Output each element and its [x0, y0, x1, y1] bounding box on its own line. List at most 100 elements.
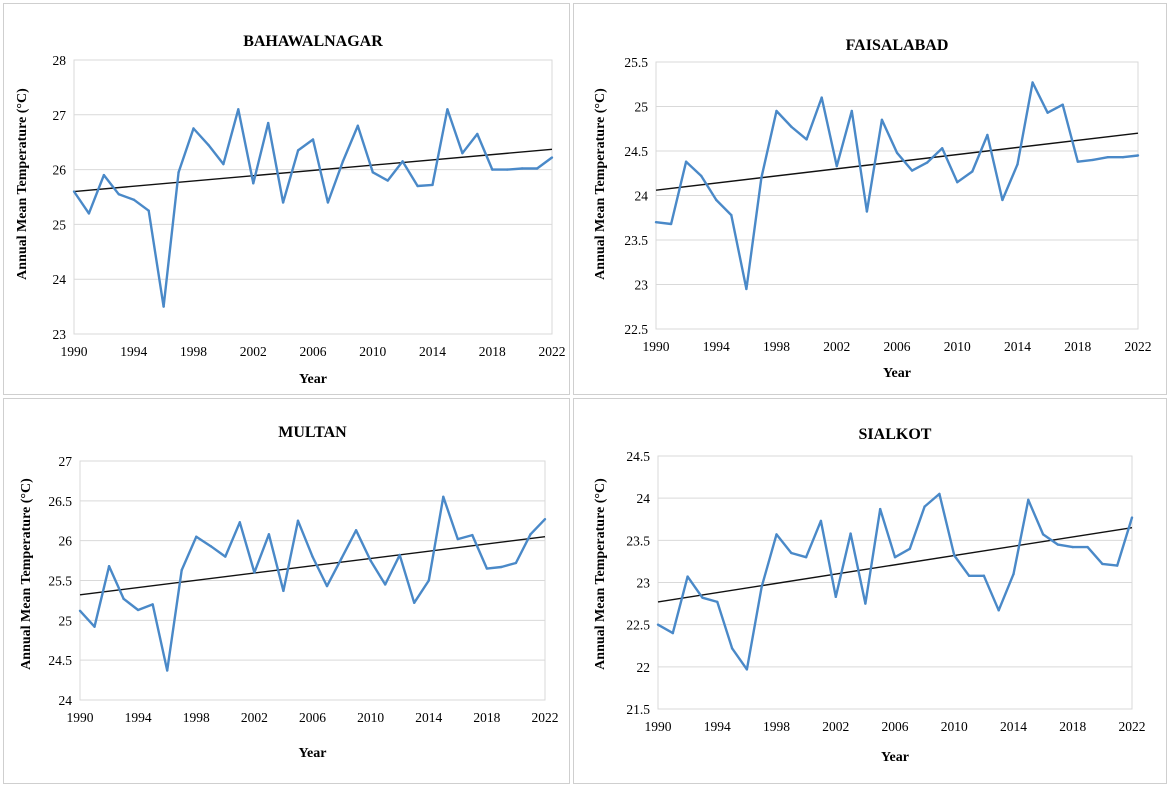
data-point	[982, 574, 986, 577]
data-point	[880, 118, 884, 122]
x-tick-label: 2002	[240, 344, 267, 359]
data-point	[701, 596, 704, 599]
data-point	[849, 532, 852, 535]
plot-area	[73, 59, 553, 335]
x-tick-label: 2006	[882, 719, 909, 734]
data-point	[686, 575, 689, 578]
y-tick-label: 24	[53, 272, 67, 287]
data-point	[147, 209, 150, 212]
x-tick-label: 2010	[359, 344, 386, 359]
data-point	[1086, 545, 1089, 549]
chart-svg: BAHAWALNAGAR 23 24 25 26 27 28 1990 1994 1998 2002…	[15, 33, 566, 387]
x-tick-label: 2022	[539, 344, 566, 359]
data-point	[940, 147, 944, 150]
x-axis-title: Year	[299, 372, 327, 387]
data-point	[1056, 543, 1060, 546]
chart-panel-multan: MULTAN 24 24.5 25 25.5 26 26.5 27 1990 1994 1998 20…	[3, 398, 570, 784]
y-tick-label: 24.5	[48, 653, 72, 668]
plot-area	[657, 455, 1133, 710]
data-point	[416, 184, 419, 188]
data-point	[956, 180, 959, 184]
data-point	[908, 547, 912, 550]
y-tick-label: 22.5	[624, 322, 648, 337]
data-point	[93, 625, 96, 628]
data-point	[1091, 158, 1095, 162]
y-axis-title: Annual Mean Temperature (°C)	[15, 88, 30, 280]
y-tick-label: 23	[637, 576, 651, 591]
data-point	[1027, 498, 1030, 502]
y-axis-title: Annual Mean Temperature (°C)	[19, 478, 34, 670]
chart-svg: FAISALABAD 22.5 23 23.5 24 24.5 25 25.5 1990 1994…	[593, 37, 1152, 381]
data-point	[671, 631, 675, 635]
trendline	[655, 132, 1139, 191]
data-point	[132, 198, 135, 201]
data-point	[386, 179, 389, 182]
x-tick-label: 2002	[822, 719, 849, 734]
data-point	[325, 584, 329, 588]
data-point	[716, 600, 719, 604]
data-point	[893, 556, 897, 559]
y-tick-label: 25	[635, 100, 649, 115]
plot-area	[79, 460, 546, 701]
data-point	[476, 132, 479, 136]
data-point	[180, 568, 183, 572]
x-tick-label: 2006	[300, 344, 327, 359]
data-point	[500, 565, 503, 569]
data-point	[87, 212, 91, 215]
y-tick-label: 24.5	[624, 144, 648, 159]
data-point	[485, 567, 489, 570]
data-point	[535, 167, 539, 170]
data-point	[326, 201, 330, 204]
data-point	[1046, 111, 1049, 114]
x-tick-label: 1990	[67, 710, 94, 725]
data-point	[730, 647, 734, 650]
data-point	[938, 492, 941, 496]
data-point	[1106, 156, 1110, 159]
data-point	[550, 156, 554, 159]
data-point	[1001, 198, 1004, 202]
data-point	[491, 168, 494, 171]
y-tick-label: 27	[53, 108, 67, 123]
data-point	[1130, 516, 1134, 519]
data-point	[427, 579, 430, 582]
data-point	[819, 519, 823, 523]
data-point	[760, 176, 763, 179]
x-tick-label: 2010	[944, 339, 971, 354]
data-point	[1101, 562, 1104, 566]
x-tick-label: 2002	[241, 710, 268, 725]
chart-svg: MULTAN 24 24.5 25 25.5 26 26.5 27 1990 1994 1998 20…	[19, 424, 559, 761]
y-tick-label: 26	[53, 163, 67, 178]
x-tick-label: 2022	[1125, 339, 1152, 354]
x-tick-label: 2022	[1119, 719, 1146, 734]
data-point	[790, 125, 793, 129]
y-tick-label: 24	[637, 491, 651, 506]
data-point	[760, 585, 763, 588]
data-point	[252, 182, 255, 185]
data-point	[790, 551, 793, 555]
x-tick-label: 1990	[643, 339, 670, 354]
data-point	[529, 533, 532, 536]
x-tick-label: 2018	[479, 344, 506, 359]
y-tick-label: 28	[53, 53, 67, 68]
data-point	[923, 505, 926, 508]
x-tick-label: 2014	[419, 344, 446, 359]
y-tick-label: 26	[59, 534, 73, 549]
data-point	[1115, 564, 1119, 567]
x-tick-label: 1994	[125, 710, 152, 725]
y-tick-label: 25.5	[48, 574, 72, 589]
data-point	[967, 574, 971, 577]
x-tick-label: 1998	[763, 339, 790, 354]
data-point	[715, 198, 718, 202]
data-point	[997, 609, 1000, 612]
chart-panel-faisalabad: FAISALABAD 22.5 23 23.5 24 24.5 25 25.5 1990 1994…	[573, 3, 1167, 395]
data-point	[311, 555, 314, 558]
x-tick-label: 2018	[473, 710, 500, 725]
data-point	[654, 221, 658, 224]
data-point	[117, 193, 121, 196]
trendline	[73, 148, 553, 193]
data-point	[910, 169, 914, 172]
data-point	[356, 124, 360, 127]
y-axis-title: Annual Mean Temperature (°C)	[593, 88, 608, 280]
x-axis-title: Year	[299, 746, 327, 761]
data-point	[398, 553, 401, 557]
